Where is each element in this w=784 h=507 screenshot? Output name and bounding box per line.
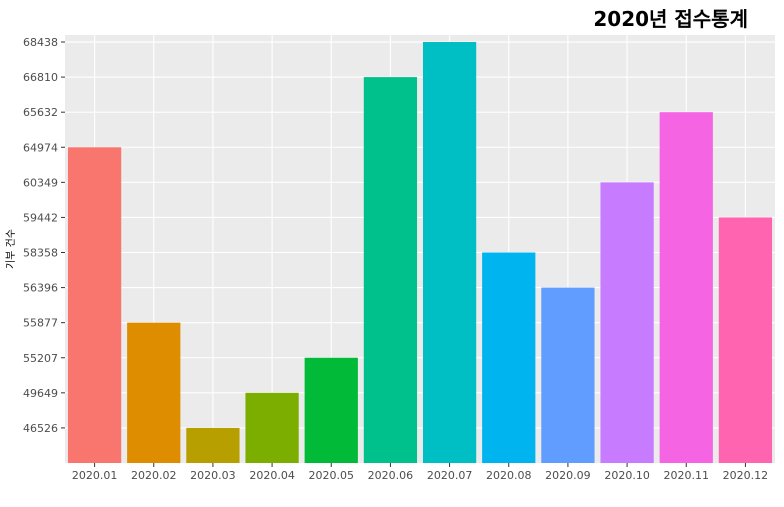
x-tick-label: 2020.10 — [604, 469, 650, 482]
chart-title: 2020년 접수통계 — [593, 7, 748, 31]
y-tick-label: 56396 — [23, 282, 58, 295]
bars — [67, 42, 773, 464]
x-tick-label: 2020.12 — [723, 469, 769, 482]
x-tick-label: 2020.02 — [131, 469, 177, 482]
bar-2020.08 — [482, 252, 536, 463]
bar-2020.01 — [67, 147, 122, 463]
bar-2020.07 — [422, 42, 477, 464]
y-tick-label: 58358 — [23, 247, 58, 260]
y-axis-label: 기부 건수 — [5, 229, 17, 269]
plot-panel — [65, 35, 775, 463]
x-tick-label: 2020.09 — [545, 469, 591, 482]
x-tick-label: 2020.11 — [664, 469, 710, 482]
bar-2020.11 — [659, 112, 713, 463]
x-tick-label: 2020.08 — [486, 469, 532, 482]
y-tick-label: 59442 — [23, 211, 58, 224]
y-tick-label: 46526 — [23, 422, 58, 435]
x-tick-label: 2020.04 — [249, 469, 295, 482]
x-tick-label: 2020.03 — [190, 469, 236, 482]
bar-2020.02 — [127, 322, 181, 463]
x-tick-label: 2020.06 — [368, 469, 414, 482]
x-tick-label: 2020.05 — [309, 469, 355, 482]
bar-2020.12 — [718, 217, 773, 463]
y-tick-label: 64974 — [23, 141, 58, 154]
bar-2020.10 — [600, 182, 654, 463]
x-tick-label: 2020.07 — [427, 469, 473, 482]
y-tick-label: 55877 — [23, 317, 58, 330]
bar-2020.06 — [363, 77, 418, 463]
x-tick-labels: 2020.01 2020.02 2020.03 2020.04 2020.05 2020.… — [72, 463, 768, 482]
bar-2020.04 — [245, 392, 299, 463]
bar-2020.05 — [304, 357, 358, 463]
y-tick-label: 68438 — [23, 36, 58, 49]
bar-2020.03 — [186, 427, 240, 463]
y-tick-label: 49649 — [23, 387, 58, 400]
y-tick-label: 65632 — [23, 106, 58, 119]
y-tick-labels: 46526 49649 55207 55877 56396 58358 59442 60349… — [23, 36, 65, 435]
bar-2020.09 — [541, 287, 595, 463]
y-tick-label: 66810 — [23, 71, 58, 84]
x-tick-label: 2020.01 — [72, 469, 118, 482]
y-tick-label: 60349 — [23, 176, 58, 189]
y-tick-label: 55207 — [23, 352, 58, 365]
